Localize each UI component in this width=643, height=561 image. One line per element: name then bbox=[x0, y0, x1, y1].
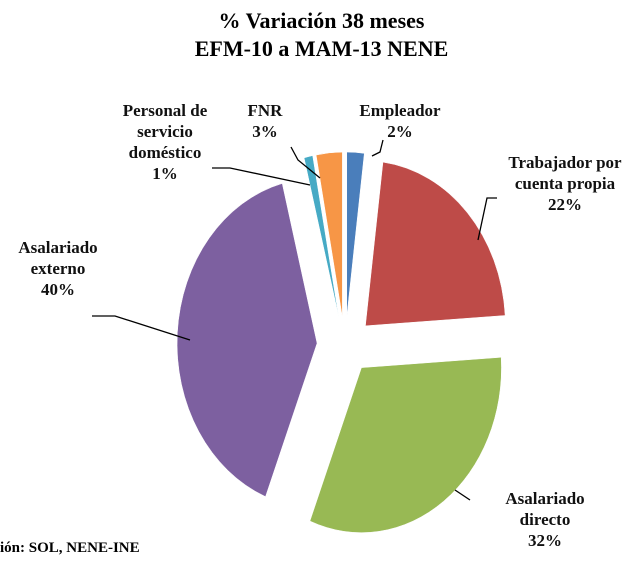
category-label: Empleador bbox=[359, 101, 441, 120]
chart-title: % Variación 38 meses bbox=[218, 8, 425, 33]
slice-label: Personal de servicio doméstico 1% bbox=[105, 100, 225, 184]
slice bbox=[309, 357, 502, 533]
slice bbox=[346, 151, 365, 318]
slice bbox=[365, 161, 506, 327]
leader-lines bbox=[92, 139, 497, 501]
slice bbox=[303, 155, 340, 318]
category-label: Trabajador por cuenta propia bbox=[508, 153, 622, 193]
value-label: 22% bbox=[548, 195, 582, 214]
leader-line bbox=[371, 139, 384, 157]
slice-label: Asalariado directo 32% bbox=[490, 488, 600, 551]
leader-line bbox=[92, 315, 191, 341]
chart-subtitle: EFM-10 a MAM-13 NENE bbox=[194, 36, 449, 61]
slice bbox=[176, 183, 318, 498]
leader-line bbox=[212, 167, 311, 186]
leader-line bbox=[454, 489, 471, 501]
slice bbox=[315, 151, 343, 318]
slice-label: FNR 3% bbox=[240, 100, 290, 142]
category-label: Asalariado directo bbox=[505, 489, 585, 529]
source: ión: SOL, NENE-INE bbox=[0, 540, 140, 556]
slice-label: Empleador 2% bbox=[340, 100, 460, 142]
leader-line bbox=[290, 146, 321, 179]
category-label: Personal de servicio doméstico bbox=[122, 101, 208, 162]
value-label: 3% bbox=[252, 122, 278, 141]
category-label: Asalariado externo bbox=[18, 238, 98, 278]
value-label: 40% bbox=[41, 280, 75, 299]
category-label: FNR bbox=[247, 101, 283, 120]
slice-label: Trabajador por cuenta propia 22% bbox=[490, 152, 640, 215]
leader-line bbox=[477, 197, 497, 241]
value-label: 1% bbox=[152, 164, 178, 183]
slice-label: Asalariado externo 40% bbox=[3, 237, 113, 300]
value-label: 2% bbox=[387, 122, 413, 141]
value-label: 32% bbox=[528, 531, 562, 550]
